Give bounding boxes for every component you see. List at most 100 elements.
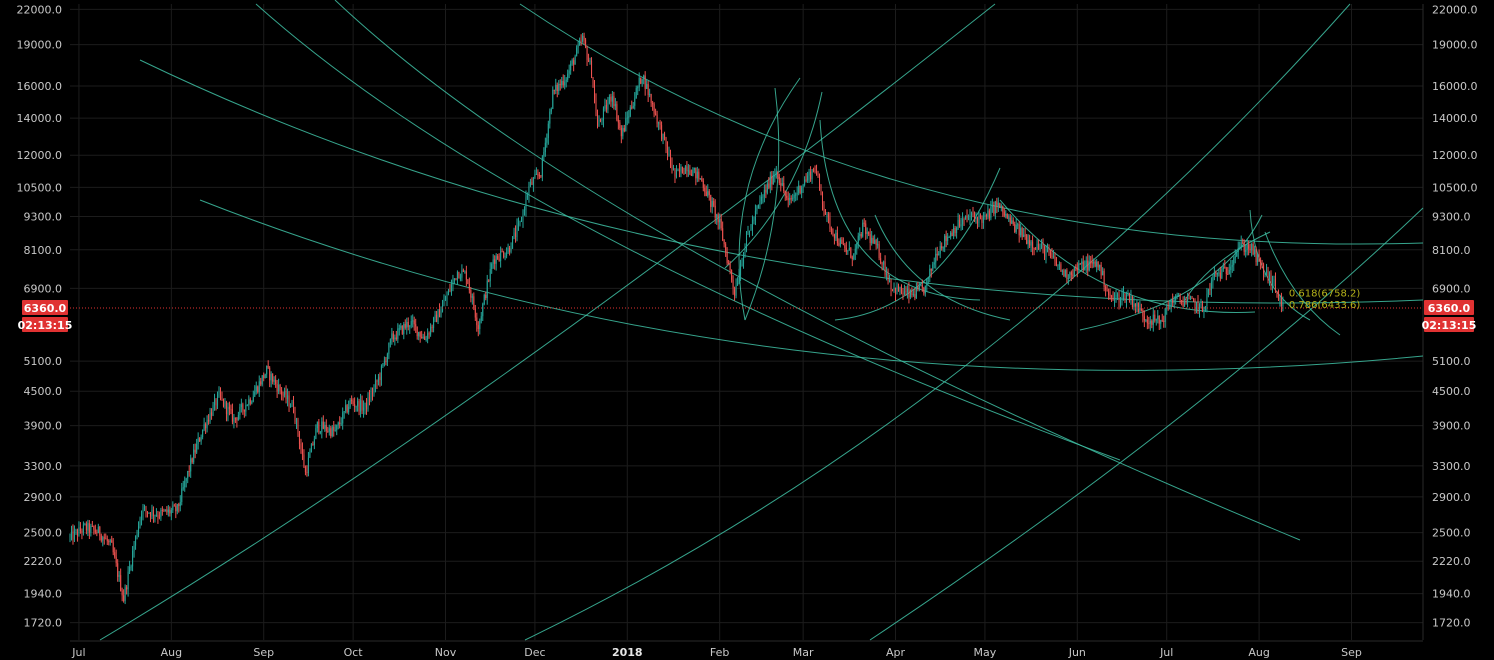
candle-body: [1161, 320, 1163, 322]
candle-body: [135, 536, 137, 546]
candle-body: [693, 167, 695, 170]
candle-body: [555, 84, 557, 91]
candle-body: [455, 278, 457, 280]
candle-body: [821, 194, 824, 205]
candle-body: [84, 524, 86, 526]
candle-body: [519, 221, 521, 223]
candle-body: [1164, 308, 1166, 322]
candle-body: [126, 587, 128, 590]
candle-body: [558, 83, 560, 92]
candle-body: [588, 59, 590, 62]
candle-body: [716, 214, 718, 218]
candle-body: [278, 384, 280, 392]
candle-body: [684, 166, 686, 174]
x-tick-label: Feb: [710, 646, 729, 659]
candle-body: [611, 96, 613, 102]
candle-body: [1099, 264, 1101, 268]
candle-body: [714, 205, 716, 218]
x-tick-label: Sep: [1341, 646, 1362, 659]
fibonacci-arc: [869, 207, 1424, 641]
candle-body: [942, 247, 944, 249]
candle-body: [115, 556, 117, 564]
candle-body: [1197, 301, 1199, 311]
candle-body: [801, 187, 803, 194]
candle-body: [142, 507, 144, 515]
candle-body: [780, 183, 782, 186]
candle-body: [672, 168, 675, 170]
candle-body: [973, 215, 976, 218]
candle-body: [574, 56, 576, 65]
candle-body: [598, 120, 600, 127]
candle-body: [711, 201, 713, 207]
candle-body: [1157, 315, 1159, 320]
candle-body: [287, 395, 289, 400]
candle-body: [178, 504, 180, 507]
candle-body: [1000, 205, 1002, 208]
candle-body: [76, 530, 78, 536]
candle-body: [528, 185, 530, 196]
candle-body: [516, 225, 518, 237]
candle-body: [899, 286, 901, 292]
x-tick-label: Nov: [435, 646, 457, 659]
candle-body: [1055, 261, 1057, 266]
candle-body: [559, 83, 561, 86]
candle-body: [401, 325, 403, 334]
candle-body: [1114, 297, 1116, 300]
candle-body: [185, 478, 187, 481]
candle-body: [151, 509, 153, 517]
candle-body: [945, 235, 947, 242]
right-price-axis[interactable]: 22000.0 19000.0 16000.0 14000.0 12000.0 10500…: [1432, 3, 1478, 629]
candle-body: [637, 87, 639, 89]
candle-body: [1067, 277, 1069, 279]
time-axis[interactable]: Jul Aug Sep Oct Nov Dec 2018 Feb Mar Apr May Jun Jul…: [71, 646, 1362, 659]
candle-body: [692, 169, 694, 176]
candle-body: [321, 421, 323, 432]
candle-body: [339, 422, 341, 424]
candle-body: [896, 286, 898, 295]
candle-body: [643, 75, 645, 80]
left-price-axis[interactable]: 22000.0 19000.0 16000.0 14000.0 12000.0 10500…: [17, 3, 63, 629]
candle-body: [675, 169, 677, 177]
candle-body: [549, 111, 551, 124]
candle-body: [617, 119, 619, 123]
candle-body: [917, 287, 919, 290]
candle-body: [748, 230, 751, 233]
candle-body: [772, 177, 774, 185]
candle-body: [215, 399, 217, 406]
candle-body: [787, 197, 789, 201]
candle-body: [1073, 267, 1075, 276]
candle-body: [678, 169, 680, 172]
candle-body: [69, 535, 71, 538]
candle-body: [1115, 295, 1117, 298]
candle-body: [129, 566, 131, 572]
candle-body: [754, 210, 756, 220]
candle-body: [255, 386, 257, 392]
candle-body: [301, 448, 303, 455]
candle-body: [1045, 249, 1047, 257]
candle-body: [573, 60, 575, 65]
y-tick-label-right: 6900.0: [1432, 282, 1471, 295]
candle-body: [988, 210, 990, 219]
candle-body: [1181, 300, 1183, 303]
candle-body: [173, 505, 175, 507]
candle-body: [775, 171, 777, 176]
candle-body: [965, 215, 967, 220]
candle-body: [434, 314, 436, 318]
candle-body: [966, 215, 968, 219]
candle-body: [944, 235, 946, 248]
candle-body: [1078, 263, 1080, 270]
candle-body: [292, 401, 295, 413]
candle-body: [845, 248, 847, 252]
candle-body: [936, 253, 938, 256]
candle-body: [120, 575, 122, 591]
candle-body: [859, 234, 861, 236]
candle-body: [1117, 294, 1119, 296]
y-tick-label-left: 10500.0: [17, 181, 63, 194]
candle-body: [866, 232, 868, 234]
candle-body: [108, 541, 110, 543]
candle-body: [117, 563, 119, 577]
candle-body: [383, 360, 385, 364]
candle-body: [789, 198, 791, 201]
candle-body: [361, 400, 363, 411]
